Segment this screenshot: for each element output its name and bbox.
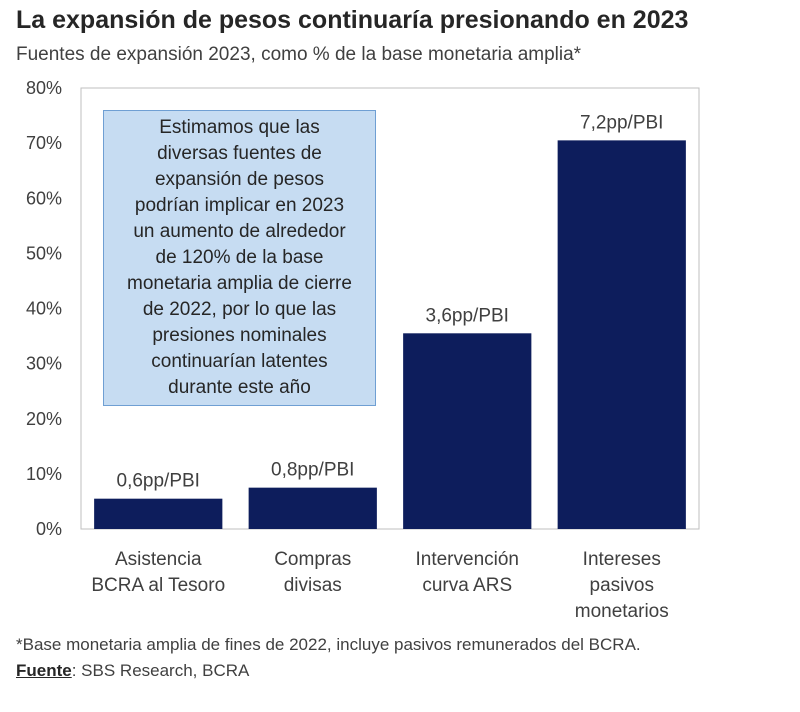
- plot-area-frame: [80, 87, 700, 530]
- y-tick-label: 80%: [26, 78, 62, 98]
- x-category-label: divisas: [284, 575, 342, 596]
- y-tick-label: 20%: [26, 409, 62, 429]
- y-tick-label: 10%: [26, 464, 62, 484]
- x-category-label: Asistencia: [115, 549, 202, 570]
- source-label: Fuente: [16, 661, 72, 680]
- x-category-label: monetarios: [575, 601, 669, 622]
- bar-data-label: 7,2pp/PBI: [580, 112, 663, 133]
- y-tick-label: 40%: [26, 299, 62, 319]
- annotation-box: Estimamos que las diversas fuentes de expa…: [103, 110, 376, 406]
- annotation-line: presiones nominales: [152, 325, 327, 346]
- annotation-line: un aumento de alrededor: [133, 221, 346, 242]
- x-axis-category-labels: Asistencia BCRA al Tesoro Compras divisas In…: [91, 549, 668, 622]
- y-axis-ticks: 0% 10% 20% 30% 40% 50% 60% 70% 80%: [26, 78, 62, 539]
- bars: [94, 140, 686, 529]
- annotation-line: podrían implicar en 2023: [134, 195, 345, 216]
- bar: [248, 487, 377, 529]
- chart-subtitle: Fuentes de expansión 2023, como % de la …: [16, 44, 582, 65]
- annotation-text: Estimamos que las diversas fuentes de expa…: [127, 115, 352, 401]
- annotation-line: de 2022, por lo que las: [142, 299, 337, 320]
- x-category-label: Intereses: [583, 549, 661, 570]
- annotation-line: expansión de pesos: [154, 169, 324, 190]
- chart-title: La expansión de pesos continuaría presio…: [16, 6, 689, 34]
- bar: [94, 498, 223, 529]
- bar-data-label: 3,6pp/PBI: [426, 305, 509, 326]
- y-tick-label: 70%: [26, 133, 62, 153]
- annotation-line: durante este año: [168, 377, 311, 398]
- x-category-label: pasivos: [590, 575, 654, 596]
- y-tick-label: 0%: [36, 519, 62, 539]
- x-category-label: curva ARS: [422, 575, 512, 596]
- footnote: *Base monetaria amplia de fines de 2022,…: [16, 635, 641, 654]
- bar-data-label: 0,6pp/PBI: [117, 471, 200, 492]
- annotation-line: continuarían latentes: [151, 351, 328, 372]
- x-category-label: Compras: [274, 549, 351, 570]
- y-tick-label: 50%: [26, 243, 62, 263]
- annotation-line: de 120% de la base: [155, 247, 324, 268]
- annotation-line: Estimamos que las: [159, 117, 320, 138]
- annotation-line: diversas fuentes de: [157, 143, 322, 164]
- source-text: : SBS Research, BCRA: [71, 661, 250, 680]
- data-labels: 0,6pp/PBI 0,8pp/PBI 3,6pp/PBI 7,2pp/PBI: [117, 112, 664, 491]
- x-category-label: BCRA al Tesoro: [91, 575, 225, 596]
- x-category-label: Intervención: [415, 549, 519, 570]
- source-line: Fuente: SBS Research, BCRA: [16, 661, 249, 681]
- bar-data-label: 0,8pp/PBI: [271, 460, 354, 481]
- bar: [403, 333, 532, 529]
- y-tick-label: 60%: [26, 188, 62, 208]
- y-tick-label: 30%: [26, 354, 62, 374]
- bar: [557, 140, 686, 529]
- annotation-line: monetaria amplia de cierre: [127, 273, 352, 294]
